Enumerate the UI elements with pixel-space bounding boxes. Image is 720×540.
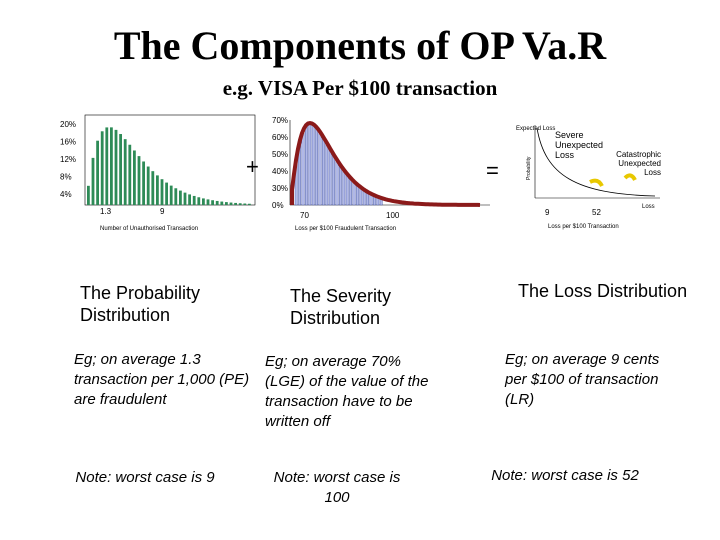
bar <box>318 131 322 206</box>
bar <box>100 131 104 205</box>
bar <box>128 144 132 205</box>
bar <box>165 182 168 205</box>
bar <box>325 142 329 206</box>
x-axis-name: Loss <box>642 204 655 210</box>
annotation-box: Severe Unexpected Loss <box>555 130 604 160</box>
annotation: Expected Loss <box>516 126 555 132</box>
subtitle: e.g. VISA Per $100 transaction <box>222 76 498 100</box>
bar <box>133 150 136 205</box>
bar <box>142 161 145 205</box>
bar <box>229 202 233 205</box>
bar <box>206 199 210 205</box>
bar <box>197 197 201 205</box>
bar <box>105 127 109 205</box>
y-tick-label: 8% <box>60 173 72 182</box>
bar <box>301 130 305 206</box>
description: Eg; on average 9 cents per $100 of trans… <box>505 351 660 408</box>
x-tick-label: 100 <box>386 211 400 220</box>
y-tick-label: 12% <box>60 155 76 164</box>
annotation-box: Catastrophic Unexpected Loss <box>616 150 661 177</box>
x-axis-label: Loss per $100 Fraudulent Transaction <box>295 226 396 232</box>
y-tick-label: 0% <box>272 201 284 210</box>
bar <box>215 200 219 205</box>
x-tick-label: 70 <box>300 211 309 220</box>
bar <box>349 177 352 206</box>
probability-chart: 20% 16% 12% 8% 4% 1.3 9 Number of Unauthorised … <box>60 114 256 232</box>
y-tick-label: 20% <box>60 120 76 129</box>
bar <box>332 153 335 206</box>
bar <box>322 136 325 206</box>
equals: = <box>486 158 499 183</box>
y-tick-label: 30% <box>272 184 288 193</box>
note: Note: worst case is 9 <box>75 469 215 486</box>
plus: + <box>246 154 259 179</box>
note: Note: worst case is 52 <box>491 467 639 484</box>
heading: The Loss Distribution <box>518 281 688 301</box>
bar <box>345 173 349 206</box>
severity-chart: 70% 60% 50% 40% 30% 0% 70 100 Loss per $100 Frau… <box>272 116 490 232</box>
bar <box>308 122 312 206</box>
bar <box>339 164 342 206</box>
note: Note: worst case is 100 <box>273 469 401 506</box>
bar <box>311 123 315 206</box>
title: The Components of OP Va.R <box>113 23 607 68</box>
bar <box>315 126 318 206</box>
heading: The Probability Distribution <box>80 283 201 325</box>
bar <box>110 127 113 205</box>
bar <box>220 201 224 205</box>
description: Eg; on average 70% (LGE) of the value of… <box>265 353 429 430</box>
y-axis-label: Probability <box>526 156 532 180</box>
bar <box>188 194 191 205</box>
bar <box>202 198 205 205</box>
arrow <box>589 173 637 187</box>
bar <box>146 166 150 205</box>
x-axis-label: Number of Unauthorised Transaction <box>100 226 198 232</box>
y-tick-label: 16% <box>60 138 76 147</box>
bar <box>192 195 196 205</box>
bar <box>96 140 99 205</box>
bar <box>169 185 173 205</box>
bar <box>328 148 332 206</box>
x-tick-label: 1.3 <box>100 207 112 216</box>
bar <box>151 171 155 205</box>
bar <box>211 200 214 205</box>
bar <box>234 202 237 205</box>
bar <box>305 124 308 206</box>
y-tick-label: 60% <box>272 133 288 142</box>
y-tick-label: 4% <box>60 190 72 199</box>
description: Eg; on average 1.3 transaction per 1,000… <box>74 351 250 408</box>
bar <box>156 175 159 205</box>
bar <box>87 185 90 205</box>
bar <box>225 202 228 205</box>
x-tick-label: 9 <box>160 207 165 216</box>
bar <box>335 159 339 206</box>
loss-curve <box>536 127 656 197</box>
heading: The Severity Distribution <box>290 286 392 328</box>
bar <box>342 169 346 206</box>
bar <box>248 203 251 205</box>
bar <box>179 190 182 205</box>
bar <box>238 203 242 205</box>
bar <box>123 139 127 205</box>
y-tick-label: 70% <box>272 116 288 125</box>
bar <box>119 134 122 205</box>
annotation: Catastrophic Unexpected Loss <box>616 150 661 177</box>
bar <box>174 188 178 205</box>
x-axis-label: Loss per $100 Transaction <box>548 224 619 230</box>
bar <box>243 203 247 205</box>
bar <box>160 179 164 205</box>
annotation: Severe Unexpected Loss <box>555 130 604 160</box>
severity-curve <box>290 120 481 207</box>
y-tick-label: 40% <box>272 167 288 176</box>
bar <box>137 156 141 205</box>
x-tick-label: 9 <box>545 208 550 217</box>
y-tick-label: 50% <box>272 150 288 159</box>
x-tick-label: 52 <box>592 208 601 217</box>
bar <box>183 192 187 205</box>
bar <box>91 157 95 205</box>
bar <box>114 129 118 205</box>
